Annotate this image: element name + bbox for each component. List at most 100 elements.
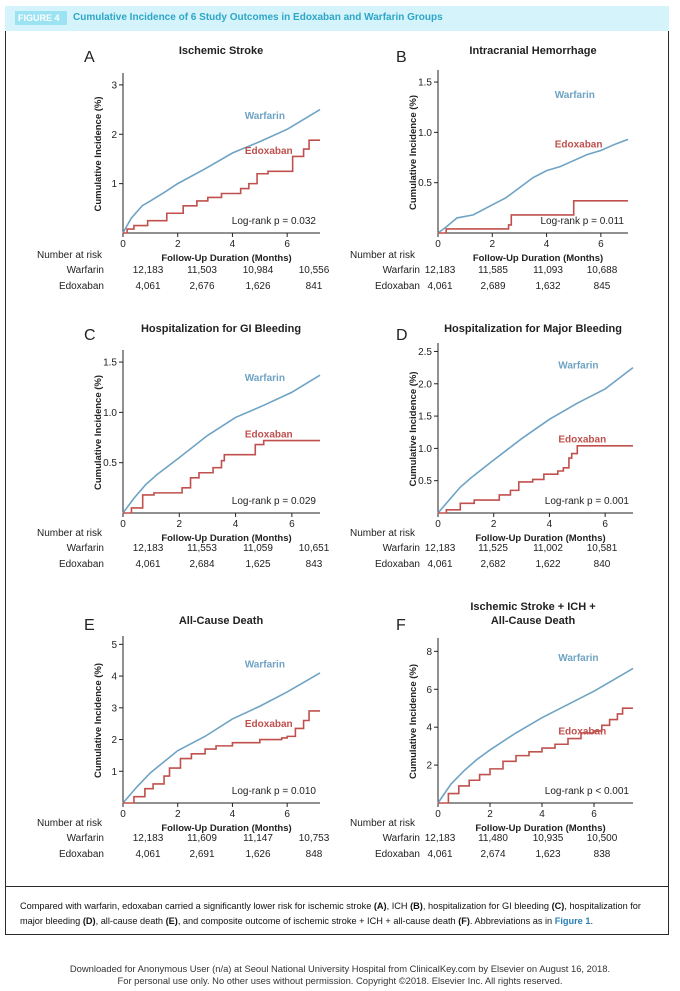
y-tick-label: 3 — [111, 80, 117, 91]
figure-1-link[interactable]: Figure 1 — [554, 916, 591, 926]
series-line-edoxaban — [123, 139, 320, 234]
caption-ref-d: (D) — [82, 916, 96, 926]
series-line-warfarin — [437, 138, 629, 234]
series-line-warfarin — [437, 667, 634, 804]
risk-value: 10,688 — [587, 265, 618, 276]
risk-value: 10,651 — [299, 543, 330, 554]
series-line-edoxaban — [123, 439, 320, 514]
risk-value: 4,061 — [135, 281, 160, 292]
risk-value: 11,480 — [478, 833, 508, 844]
x-tick-label: 6 — [284, 239, 290, 250]
figure-title: Cumulative Incidence of 6 Study Outcomes… — [73, 12, 443, 23]
y-tick-label: 2.5 — [418, 347, 432, 358]
risk-value: 11,553 — [187, 543, 217, 554]
panel-letter: F — [396, 617, 406, 634]
risk-table-header: Number at risk — [37, 818, 103, 829]
y-tick-label: 1.5 — [103, 358, 117, 369]
panel-letter: E — [84, 617, 95, 634]
risk-value: 4,061 — [427, 559, 452, 570]
series-line-edoxaban — [123, 710, 320, 804]
risk-value: 848 — [306, 849, 323, 860]
chart-title: Ischemic Stroke — [179, 45, 263, 57]
risk-value: 4,061 — [135, 849, 160, 860]
y-tick-label: 4 — [111, 672, 117, 683]
y-tick-label: 2 — [111, 130, 117, 141]
chart-panel-f: F Ischemic Stroke + ICH + All-Cause Death 0… — [350, 601, 634, 860]
x-tick-label: 2 — [487, 809, 493, 820]
risk-value: 1,632 — [535, 281, 560, 292]
risk-row-label: Warfarin — [383, 543, 420, 554]
risk-row-label: Edoxaban — [59, 849, 104, 860]
caption-text: , all-cause death — [95, 916, 166, 926]
caption-text: Compared with warfarin, edoxaban carried… — [20, 901, 374, 911]
series-label-edoxaban: Edoxaban — [555, 140, 603, 151]
risk-value: 2,689 — [480, 281, 505, 292]
caption-ref-a: (A) — [373, 901, 387, 911]
risk-value: 11,093 — [533, 265, 563, 276]
caption-text: , hospitalization for GI bleeding — [422, 901, 552, 911]
series-label-warfarin: Warfarin — [245, 111, 285, 122]
risk-value: 12,183 — [133, 833, 164, 844]
chart-panel-a: A Ischemic Stroke 0 2 4 6 1 2 3 Follow-Up Duratio… — [37, 45, 330, 292]
risk-row-label: Warfarin — [67, 833, 104, 844]
risk-row-label: Warfarin — [383, 265, 420, 276]
risk-value: 10,556 — [299, 265, 330, 276]
x-tick-label: 2 — [177, 519, 183, 530]
chart-panel-e: E All-Cause Death 0 2 4 6 1 2 3 4 5 Follow-Up Durat… — [37, 615, 330, 860]
panel-letter: C — [84, 327, 96, 344]
caption-ref-e: (E) — [165, 916, 178, 926]
risk-table-header: Number at risk — [350, 528, 416, 539]
log-rank-annotation: Log-rank p = 0.011 — [541, 216, 625, 227]
series-label-edoxaban: Edoxaban — [245, 146, 293, 157]
caption-ref-b: (B) — [410, 901, 423, 911]
caption-ref-f: (F) — [458, 916, 470, 926]
y-tick-label: 1 — [111, 767, 117, 778]
risk-value: 10,984 — [243, 265, 274, 276]
x-tick-label: 2 — [175, 239, 181, 250]
series-line-warfarin — [122, 672, 321, 804]
y-tick-label: 0.5 — [418, 476, 432, 487]
risk-row-label: Warfarin — [67, 543, 104, 554]
series-label-edoxaban: Edoxaban — [245, 429, 293, 440]
risk-value: 11,059 — [243, 543, 273, 554]
caption-text: , hospitalization for major bleeding — [20, 901, 641, 926]
caption-ref-c: (C) — [551, 901, 565, 911]
x-tick-label: 2 — [491, 519, 497, 530]
series-label-edoxaban: Edoxaban — [558, 434, 606, 445]
panel-letter: A — [84, 49, 95, 66]
x-tick-label: 6 — [602, 519, 608, 530]
chart-title: Ischemic Stroke + ICH + — [470, 601, 595, 613]
chart-title: Hospitalization for Major Bleeding — [444, 323, 622, 335]
risk-row-label: Warfarin — [383, 833, 420, 844]
series-line-edoxaban — [438, 707, 633, 804]
risk-value: 10,500 — [587, 833, 618, 844]
risk-value: 11,525 — [478, 543, 508, 554]
y-tick-label: 8 — [426, 647, 432, 658]
risk-value: 11,585 — [478, 265, 508, 276]
x-tick-label: 6 — [289, 519, 295, 530]
y-tick-label: 5 — [111, 640, 117, 651]
y-tick-label: 1.5 — [418, 412, 432, 423]
figure-header-bar: FIGURE 4 Cumulative Incidence of 6 Study… — [5, 6, 669, 31]
panel-letter: D — [396, 327, 408, 344]
risk-value: 12,183 — [133, 543, 164, 554]
x-tick-label: 0 — [435, 239, 441, 250]
copyright-notice: For personal use only. No other uses wit… — [117, 975, 563, 986]
series-label-warfarin: Warfarin — [245, 373, 285, 384]
risk-table-header: Number at risk — [37, 250, 103, 261]
y-tick-label: 1 — [111, 179, 117, 190]
risk-value: 12,183 — [425, 833, 456, 844]
y-tick-label: 2 — [111, 735, 117, 746]
risk-value: 11,609 — [187, 833, 217, 844]
x-tick-label: 4 — [539, 809, 545, 820]
caption-text: , ICH — [386, 901, 411, 911]
risk-value: 2,676 — [189, 281, 214, 292]
risk-row-label: Edoxaban — [375, 849, 420, 860]
log-rank-annotation: Log-rank p = 0.010 — [232, 786, 317, 797]
x-tick-label: 4 — [230, 809, 236, 820]
log-rank-annotation: Log-rank p = 0.032 — [232, 216, 317, 227]
series-label-warfarin: Warfarin — [245, 660, 285, 671]
risk-value: 4,061 — [427, 849, 452, 860]
x-tick-label: 4 — [547, 519, 553, 530]
